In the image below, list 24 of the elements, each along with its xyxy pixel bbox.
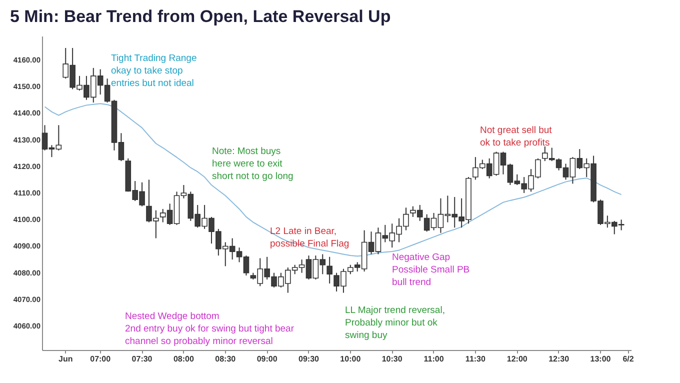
x-tick-label: 12:00 xyxy=(506,354,528,364)
annotation: Nested Wedge bottom 2nd entry buy ok for swing but tight bear channel so probably minor reversal xyxy=(125,311,294,347)
annotation: Not great sell but ok to take profits xyxy=(480,125,552,148)
annotation: LL Major trend reversal, Probably minor but ok swing buy xyxy=(345,305,445,341)
x-tick-label: Jun xyxy=(58,354,73,364)
x-tick-label: 07:30 xyxy=(132,354,153,364)
chart-title: 5 Min: Bear Trend from Open, Late Reversal Up xyxy=(10,7,391,26)
x-tick-label: 6/2 xyxy=(622,354,634,364)
x-tick-label: 09:30 xyxy=(298,354,320,364)
x-tick-label: 11:30 xyxy=(465,354,486,364)
x-tick-label: 13:00 xyxy=(590,354,612,364)
x-tick-label: 09:00 xyxy=(256,354,278,364)
candlestick xyxy=(326,256,332,284)
x-tick-label: 12:30 xyxy=(548,354,570,364)
x-tick-label: 11:00 xyxy=(424,354,444,364)
x-tick-label: 10:00 xyxy=(340,354,362,364)
x-tick-label: 10:30 xyxy=(382,354,403,364)
x-tick-label: 08:30 xyxy=(215,354,236,364)
annotation: Note: Most buys here were to exit short not to go long xyxy=(212,146,294,182)
annotation: Tight Trading Range okay to take stop entries but not ideal xyxy=(111,53,197,89)
annotation: L2 Late in Bear, possible Final Flag xyxy=(270,226,350,250)
annotation: Negative Gap Possible Small PB bull trend xyxy=(392,252,470,288)
x-tick-label: 07:00 xyxy=(90,354,112,364)
x-tick-label: 08:00 xyxy=(173,354,194,364)
